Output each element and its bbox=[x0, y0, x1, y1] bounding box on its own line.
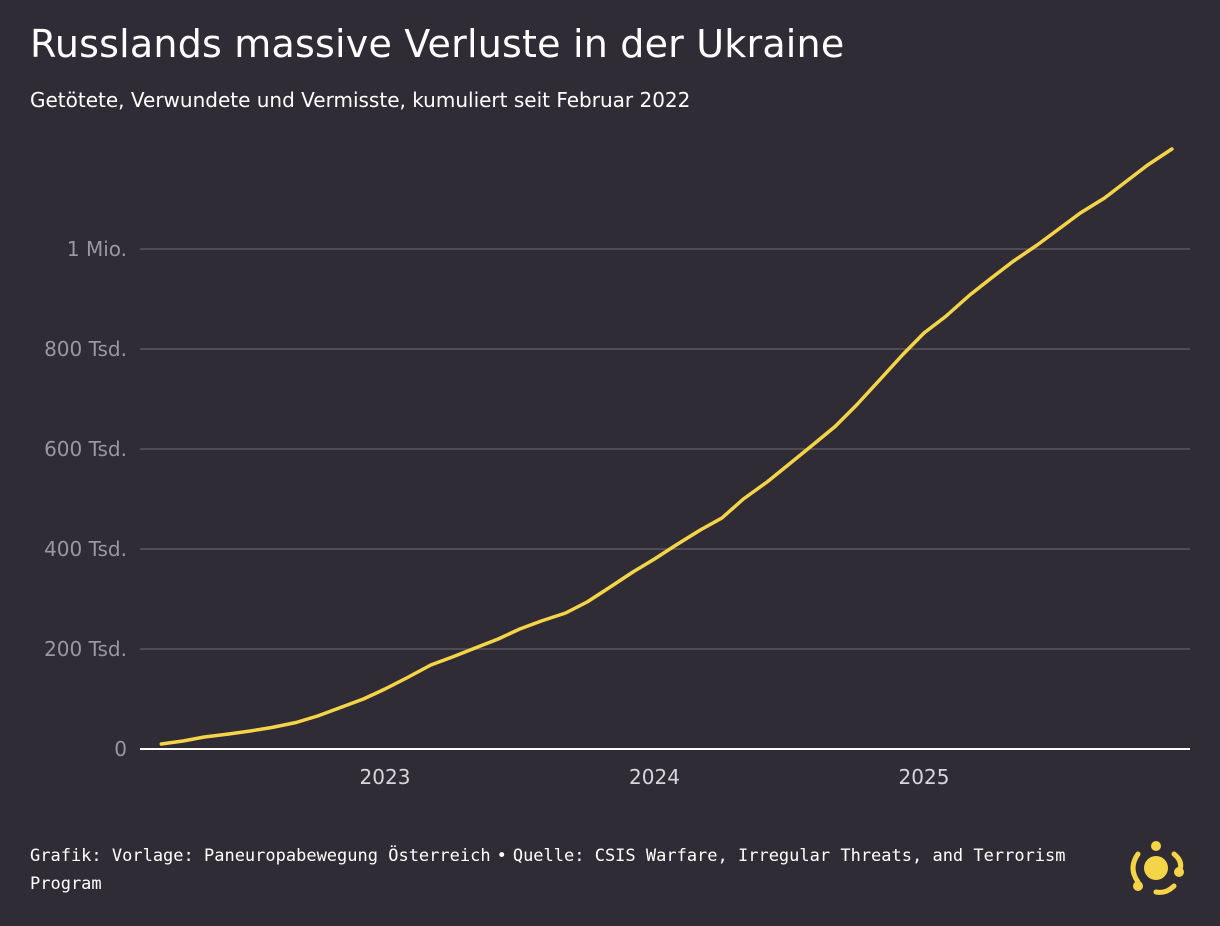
series-line-verluste bbox=[159, 147, 1174, 746]
x-tick-label-2023: 2023 bbox=[360, 765, 411, 789]
series-layer bbox=[159, 147, 1174, 746]
brand-logo-icon bbox=[1130, 841, 1184, 895]
y-tick-label-4: 800 Tsd. bbox=[44, 337, 127, 361]
footer-separator: • bbox=[496, 846, 507, 866]
x-tick-label-2025: 2025 bbox=[899, 765, 950, 789]
chart-title: Russlands massive Verluste in der Ukrain… bbox=[30, 22, 845, 66]
y-axis-tick-labels: 0 200 Tsd. 400 Tsd. 600 Tsd. 800 Tsd. 1 Mio. bbox=[44, 237, 127, 761]
y-tick-label-0: 0 bbox=[114, 737, 127, 761]
source-credit: Quelle: CSIS Warfare, Irregular Threats,… bbox=[30, 846, 1066, 894]
y-tick-label-5: 1 Mio. bbox=[67, 237, 127, 261]
gridlines bbox=[140, 248, 1190, 650]
chart-subtitle: Getötete, Verwundete und Vermisste, kumu… bbox=[30, 88, 691, 112]
y-tick-label-1: 200 Tsd. bbox=[44, 637, 127, 661]
y-tick-label-2: 400 Tsd. bbox=[44, 537, 127, 561]
x-tick-label-2024: 2024 bbox=[629, 765, 680, 789]
footer-credit: Grafik: Vorlage: Paneuropabewegung Öster… bbox=[30, 842, 1070, 898]
y-tick-label-3: 600 Tsd. bbox=[44, 437, 127, 461]
x-axis-tick-labels: 2023 2024 2025 bbox=[360, 765, 950, 789]
graphic-credit: Grafik: Vorlage: Paneuropabewegung Öster… bbox=[30, 846, 491, 866]
